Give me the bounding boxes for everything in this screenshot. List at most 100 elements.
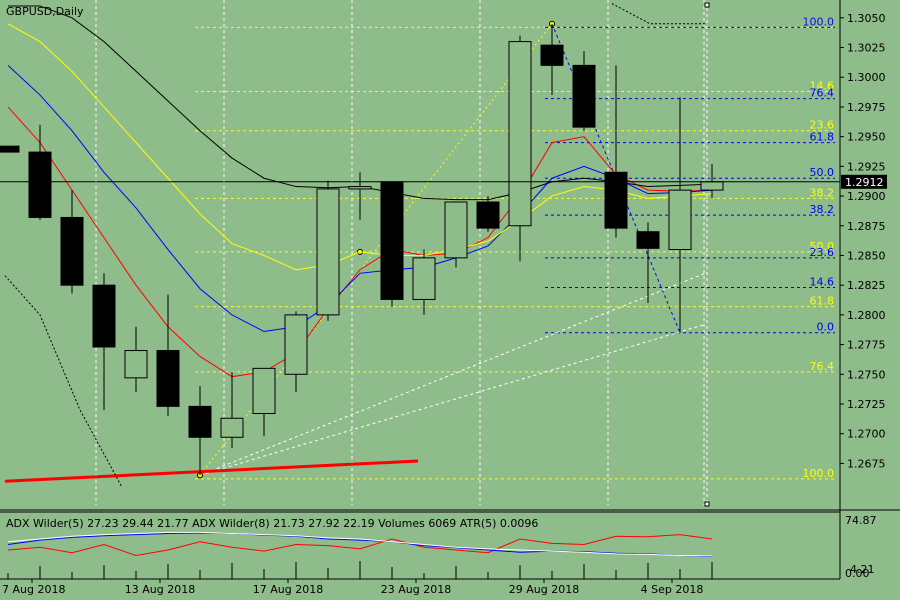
candle-21 bbox=[668, 97, 692, 333]
fib-yellow-label-6: 76.4 bbox=[810, 360, 835, 373]
price-tick-label-0: 1.3050 bbox=[847, 12, 886, 25]
indicator-line-0 bbox=[7, 534, 713, 557]
candle-body-2 bbox=[60, 216, 84, 286]
candle-13 bbox=[412, 249, 436, 315]
fan-line-upper bbox=[199, 272, 706, 476]
time-tick-label-2: 17 Aug 2018 bbox=[253, 583, 323, 596]
candle-body-21 bbox=[668, 189, 692, 251]
candle-body-16 bbox=[508, 41, 532, 227]
candle-body-12 bbox=[380, 181, 404, 300]
price-tick-label-4: 1.2950 bbox=[847, 131, 886, 144]
ma-line-2 bbox=[7, 23, 713, 271]
candle-body-6 bbox=[188, 405, 212, 438]
price-tick-label-3: 1.2975 bbox=[847, 101, 886, 114]
moving-averages bbox=[7, 5, 713, 378]
candle-9 bbox=[284, 311, 308, 393]
fib-blue-label-4: 38.2 bbox=[810, 203, 835, 216]
price-tick-label-10: 1.2800 bbox=[847, 309, 886, 322]
indicator-lines bbox=[7, 531, 713, 579]
candle-body-5 bbox=[156, 350, 180, 407]
candle-body-19 bbox=[604, 171, 628, 229]
candle-body-17 bbox=[540, 44, 564, 66]
candle-body-1 bbox=[28, 151, 52, 218]
fib-yellow-label-2: 23.6 bbox=[810, 119, 835, 132]
candle-14 bbox=[444, 201, 468, 268]
candle-18 bbox=[572, 51, 596, 131]
fib-blue-label-5: 23.6 bbox=[810, 246, 835, 259]
fib-blue-label-0: 100.0 bbox=[803, 15, 835, 28]
ma-line-0 bbox=[7, 106, 713, 378]
candle-body-9 bbox=[284, 314, 308, 375]
candle-body-11 bbox=[348, 186, 372, 190]
candle-body-0 bbox=[0, 145, 20, 153]
time-axis: 7 Aug 2018 13 Aug 2018 17 Aug 2018 23 Aug 2… bbox=[2, 579, 703, 596]
current-price-value: 1.2912 bbox=[845, 176, 884, 189]
price-tick-label-5: 1.2925 bbox=[847, 160, 886, 173]
indicator-line-1 bbox=[7, 532, 713, 558]
indicator-line-2 bbox=[7, 531, 713, 557]
price-tick-label-1: 1.3025 bbox=[847, 42, 886, 55]
fib-yellow-label-4: 50.0 bbox=[810, 240, 835, 253]
price-tick-label-15: 1.2675 bbox=[847, 457, 886, 470]
fib-blue-label-6: 14.6 bbox=[810, 276, 835, 289]
candle-20 bbox=[636, 222, 660, 303]
price-tick-label-8: 1.2850 bbox=[847, 249, 886, 262]
candle-8 bbox=[252, 367, 276, 437]
fib-blue-label-2: 61.8 bbox=[810, 131, 835, 144]
candle-5 bbox=[156, 294, 180, 416]
indicator-label: ADX Wilder(5) 27.23 29.44 21.77 ADX Wild… bbox=[6, 517, 538, 530]
candle-17 bbox=[540, 23, 564, 96]
support-line-red bbox=[4, 459, 419, 483]
shift-marker-top bbox=[704, 2, 710, 8]
candle-body-13 bbox=[412, 257, 436, 300]
candle-4 bbox=[124, 326, 148, 393]
price-tick-label-13: 1.2725 bbox=[847, 398, 886, 411]
candle-10 bbox=[316, 180, 340, 321]
candle-body-3 bbox=[92, 284, 116, 348]
candles bbox=[0, 23, 724, 476]
candle-7 bbox=[220, 371, 244, 448]
price-tick-label-14: 1.2700 bbox=[847, 428, 886, 441]
time-tick-label-3: 23 Aug 2018 bbox=[381, 583, 451, 596]
fib-blue-label-1: 76.4 bbox=[810, 87, 835, 100]
fib-yellow-label-3: 38.2 bbox=[810, 186, 835, 199]
candle-16 bbox=[508, 35, 532, 262]
candle-12 bbox=[380, 181, 404, 307]
candle-body-22 bbox=[700, 181, 724, 191]
candle-body-10 bbox=[316, 188, 340, 316]
price-tick-label-9: 1.2825 bbox=[847, 279, 886, 292]
candle-body-15 bbox=[476, 201, 500, 229]
fan-line-lower bbox=[199, 323, 706, 476]
vertical-grid bbox=[95, 0, 705, 505]
fib-yellow-label-1: 14.6 bbox=[810, 79, 835, 92]
candle-body-20 bbox=[636, 231, 660, 249]
time-tick-label-1: 13 Aug 2018 bbox=[125, 583, 195, 596]
candle-0 bbox=[0, 145, 20, 153]
fib-yellow-label-7: 100.0 bbox=[803, 467, 835, 480]
indicator-scale-top: 74.87 bbox=[845, 514, 877, 527]
price-axis: 1.3050 1.3025 1.3000 1.2975 1.2950 1.2925 1.29… bbox=[840, 12, 886, 470]
candle-19 bbox=[604, 65, 628, 238]
candle-1 bbox=[28, 124, 52, 220]
candle-3 bbox=[92, 273, 116, 410]
price-tick-label-7: 1.2875 bbox=[847, 220, 886, 233]
shift-marker-bottom bbox=[704, 501, 710, 507]
price-tick-label-12: 1.2750 bbox=[847, 368, 886, 381]
candle-11 bbox=[348, 172, 372, 220]
time-tick-label-4: 29 Aug 2018 bbox=[509, 583, 579, 596]
indicator-scale-bottom: 0.00 bbox=[845, 567, 870, 580]
candle-15 bbox=[476, 196, 500, 232]
fib-yellow-label-5: 61.8 bbox=[810, 295, 835, 308]
indicator-scale-mid: 4.21 bbox=[850, 563, 875, 576]
ma-line-1 bbox=[7, 64, 713, 333]
candle-body-8 bbox=[252, 367, 276, 415]
trail-line-left bbox=[4, 275, 123, 488]
price-tick-label-6: 1.2900 bbox=[847, 190, 886, 203]
time-tick-label-5: 4 Sep 2018 bbox=[641, 583, 704, 596]
candle-6 bbox=[188, 386, 212, 476]
current-price-tag: 1.2912 bbox=[841, 174, 887, 189]
fib-blue-label-7: 0.0 bbox=[817, 321, 835, 334]
price-tick-label-2: 1.3000 bbox=[847, 71, 886, 84]
candle-body-14 bbox=[444, 201, 468, 259]
fib-yellow-label-0: 100.0 bbox=[803, 15, 835, 28]
